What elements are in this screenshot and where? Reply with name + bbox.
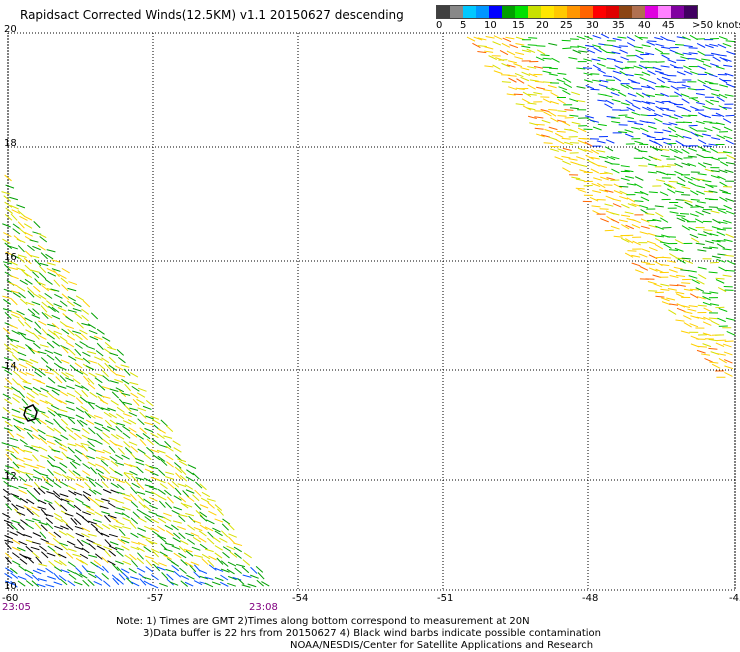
note-line-3: NOAA/NESDIS/Center for Satellite Applica… [290,640,593,652]
lon-label: -54 [292,593,308,604]
lon-label: -45 [729,593,740,604]
time-label-left: 23:05 [2,602,31,613]
note-line-2: 3)Data buffer is 22 hrs from 20150627 4)… [143,628,601,640]
lat-label: 18 [4,138,17,149]
note-line-1: Note: 1) Times are GMT 2)Times along bot… [116,616,530,628]
island-outline [24,405,37,421]
lon-label: -48 [582,593,598,604]
wind-swath-right [467,34,735,377]
lon-label: -57 [147,593,163,604]
lat-label: 14 [4,361,17,372]
wind-swaths [2,34,735,588]
wind-swath-left [2,175,270,588]
lat-label: 10 [4,581,17,592]
lon-label: -51 [437,593,453,604]
lat-label: 20 [4,24,17,35]
lat-label: 12 [4,471,17,482]
lat-label: 16 [4,252,17,263]
time-label-right: 23:08 [249,602,278,613]
